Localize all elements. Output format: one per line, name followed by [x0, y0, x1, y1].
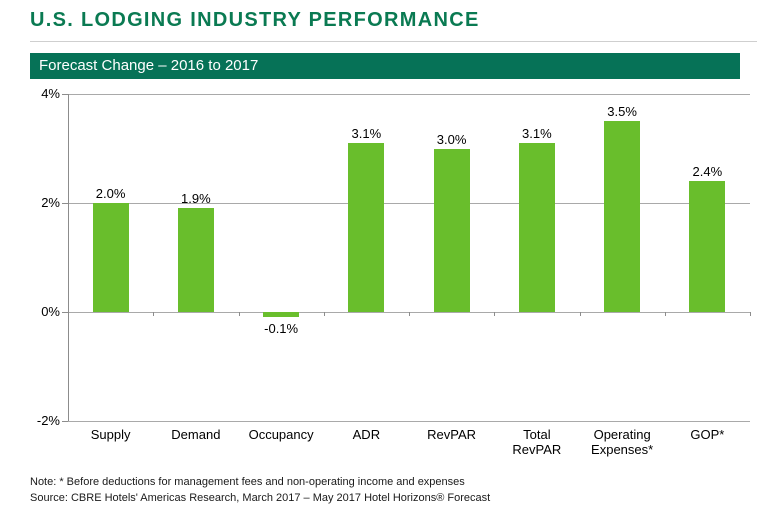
gridline-4%	[68, 94, 750, 95]
x-axis-label-Occupancy: Occupancy	[239, 427, 324, 443]
page-title: U.S. LODGING INDUSTRY PERFORMANCE	[30, 9, 480, 31]
bar-Total RevPAR	[518, 143, 555, 312]
bar-value-label: 3.1%	[351, 126, 382, 142]
x-axis-label-line: Expenses*	[591, 441, 654, 457]
x-axis-label-Operating Expenses*: Operating Expenses*	[580, 427, 665, 457]
x-axis-tick	[323, 312, 325, 316]
x-axis-label-line: Supply	[90, 427, 131, 442]
x-axis-tick	[409, 312, 410, 316]
chart-subtitle-banner: Forecast Change – 2016 to 2017	[30, 53, 740, 79]
x-axis-tick	[153, 312, 155, 316]
x-axis-tick	[494, 312, 496, 316]
footnote: Note: * Before deductions for management…	[30, 476, 465, 488]
x-axis-label-line: Total	[523, 427, 551, 442]
bar-value-label: 3.5%	[607, 104, 637, 120]
x-axis-label-line: Demand	[171, 427, 221, 442]
x-axis-label-line: Occupancy	[248, 427, 314, 442]
x-axis-tick	[579, 312, 581, 316]
bar-value-label: 2.0%	[95, 186, 126, 201]
x-axis-label-line: ADR	[352, 427, 381, 442]
title-divider	[30, 41, 757, 42]
bar-value-label: 1.9%	[181, 191, 211, 207]
plot-area: 4% 2% 0% -2% 2.0% Supply 1.9% Demand -0.1% Occupa…	[37, 86, 751, 456]
bar-value-label: 3.0%	[436, 131, 467, 147]
bar-value-label: 2.4%	[692, 164, 723, 180]
gridline--2%	[68, 421, 750, 422]
bar-Operating Expenses*	[604, 121, 641, 312]
y-axis-label: 0%	[41, 304, 60, 319]
x-axis-tick	[664, 312, 666, 316]
x-axis-label-line: GOP*	[690, 427, 725, 442]
y-axis-label: 2%	[41, 195, 60, 210]
bar-value-label: -0.1%	[264, 321, 299, 337]
y-axis-tick	[62, 94, 68, 95]
bar-Supply	[92, 203, 129, 312]
x-axis-label-line: RevPAR	[512, 441, 562, 457]
bar-Demand	[177, 208, 214, 312]
x-axis-label-GOP*: GOP*	[665, 427, 750, 443]
y-axis-label: 4%	[41, 86, 60, 101]
bar-Occupancy	[263, 312, 300, 318]
bar-GOP*	[689, 181, 726, 312]
bar-ADR	[348, 143, 385, 312]
y-axis-line	[68, 94, 69, 421]
y-axis-tick	[62, 421, 68, 422]
x-axis-label-RevPAR: RevPAR	[409, 427, 494, 443]
x-axis-label-line: Operating	[593, 427, 651, 442]
y-axis-tick	[62, 203, 68, 204]
bar-RevPAR	[433, 148, 470, 312]
x-axis-label-line: RevPAR	[427, 427, 477, 442]
y-axis-label: -2%	[36, 413, 60, 428]
x-axis-tick	[750, 312, 751, 316]
x-axis-label-Supply: Supply	[68, 427, 153, 443]
gridline-2%	[68, 203, 750, 204]
y-axis-tick	[62, 312, 68, 313]
bar-value-label: 3.1%	[522, 126, 552, 142]
x-axis-tick	[238, 312, 240, 316]
x-axis-label-ADR: ADR	[324, 427, 409, 443]
x-axis-label-Total RevPAR: Total RevPAR	[494, 427, 579, 457]
x-axis-label-Demand: Demand	[153, 427, 238, 443]
source-line: Source: CBRE Hotels' Americas Research, …	[30, 492, 491, 504]
